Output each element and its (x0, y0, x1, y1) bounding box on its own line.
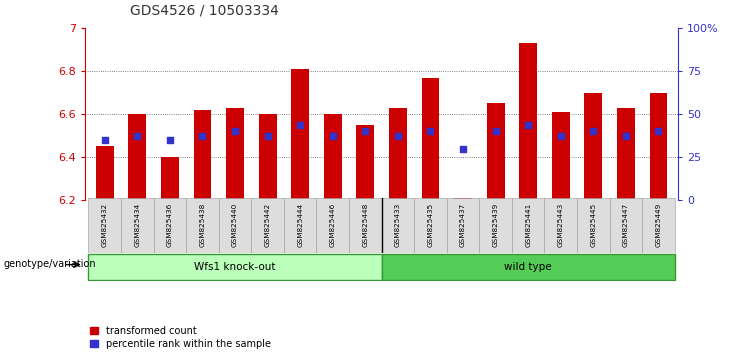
Point (522, 122, 534, 128)
Bar (291, 69, 309, 200)
Point (294, 122, 306, 128)
Text: wild type: wild type (505, 262, 552, 272)
Bar (382, 254, 675, 280)
Text: GSM825437: GSM825437 (460, 202, 466, 247)
Text: GSM825447: GSM825447 (623, 202, 629, 247)
Text: GSM825442: GSM825442 (265, 202, 270, 247)
Text: GSM825433: GSM825433 (395, 202, 401, 247)
Text: GSM825434: GSM825434 (134, 202, 140, 247)
Bar (251, 198, 284, 253)
Bar (610, 198, 642, 253)
Bar (642, 198, 675, 253)
Point (653, 129, 665, 134)
Bar (454, 198, 472, 200)
Bar (153, 198, 186, 253)
Point (327, 133, 339, 138)
Legend: transformed count, percentile rank within the sample: transformed count, percentile rank withi… (90, 326, 270, 349)
Bar (552, 112, 570, 200)
Bar (316, 198, 349, 253)
Bar (88, 198, 121, 253)
Text: GSM825438: GSM825438 (199, 202, 205, 247)
Bar (512, 198, 545, 253)
Text: GSM825436: GSM825436 (167, 202, 173, 247)
Bar (193, 110, 211, 200)
Text: GSM825449: GSM825449 (656, 202, 662, 247)
Bar (487, 103, 505, 200)
Bar (382, 198, 414, 253)
Point (196, 133, 208, 138)
Bar (414, 198, 447, 253)
Bar (479, 198, 512, 253)
Point (359, 129, 371, 134)
Point (131, 133, 143, 138)
Text: GSM825443: GSM825443 (558, 202, 564, 247)
Point (620, 133, 632, 138)
Bar (88, 254, 382, 280)
Bar (519, 43, 537, 200)
Text: Wfs1 knock-out: Wfs1 knock-out (194, 262, 276, 272)
Bar (259, 114, 276, 200)
Bar (349, 198, 382, 253)
Point (555, 133, 567, 138)
Bar (161, 157, 179, 200)
Point (490, 129, 502, 134)
Bar (577, 198, 610, 253)
Text: GSM825444: GSM825444 (297, 202, 303, 247)
Bar (617, 108, 635, 200)
Text: GSM825446: GSM825446 (330, 202, 336, 247)
Point (164, 137, 176, 143)
Point (262, 133, 273, 138)
Bar (186, 198, 219, 253)
Text: GDS4526 / 10503334: GDS4526 / 10503334 (130, 4, 279, 18)
Text: genotype/variation: genotype/variation (4, 259, 96, 269)
Bar (128, 114, 146, 200)
Point (588, 129, 599, 134)
Point (425, 129, 436, 134)
Text: GSM825441: GSM825441 (525, 202, 531, 247)
Bar (121, 198, 153, 253)
Text: GSM825440: GSM825440 (232, 202, 238, 247)
Bar (324, 114, 342, 200)
Bar (545, 198, 577, 253)
Bar (447, 198, 479, 253)
Bar (219, 198, 251, 253)
Point (99, 137, 110, 143)
Bar (389, 108, 407, 200)
Text: GSM825439: GSM825439 (493, 202, 499, 247)
Bar (284, 198, 316, 253)
Text: GSM825448: GSM825448 (362, 202, 368, 247)
Point (229, 129, 241, 134)
Point (457, 146, 469, 152)
Text: GSM825435: GSM825435 (428, 202, 433, 247)
Bar (650, 93, 668, 200)
Bar (226, 108, 244, 200)
Point (392, 133, 404, 138)
Bar (422, 78, 439, 200)
Bar (96, 146, 113, 200)
Bar (356, 125, 374, 200)
Text: GSM825432: GSM825432 (102, 202, 107, 247)
Text: GSM825445: GSM825445 (591, 202, 597, 247)
Bar (585, 93, 602, 200)
